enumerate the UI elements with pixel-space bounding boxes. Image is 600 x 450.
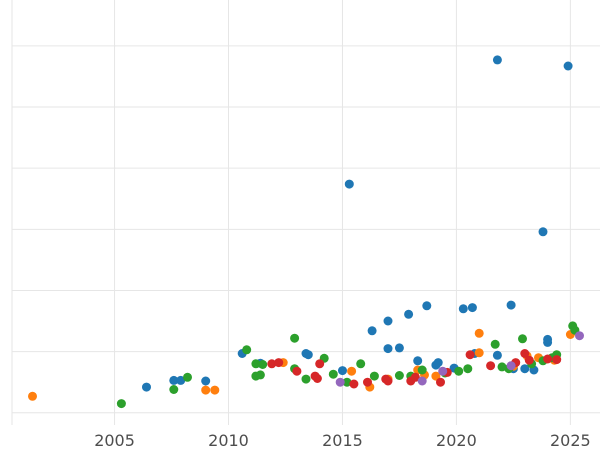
data-point [267, 359, 277, 369]
data-point [458, 304, 468, 314]
data-point [394, 343, 404, 353]
data-point [255, 370, 265, 380]
data-point [369, 371, 379, 381]
series-5 [335, 331, 584, 387]
data-point [506, 300, 516, 310]
data-point [292, 366, 302, 376]
data-point [342, 377, 352, 387]
data-point [497, 362, 507, 372]
data-point [438, 366, 448, 376]
data-point [274, 358, 284, 368]
data-point [492, 350, 502, 360]
data-point [433, 358, 443, 368]
data-point [486, 361, 496, 371]
data-point [543, 354, 553, 364]
data-point [524, 355, 534, 365]
data-point [552, 355, 562, 365]
grid [11, 0, 600, 425]
data-point [176, 375, 186, 385]
data-point [301, 374, 311, 384]
data-point [465, 350, 475, 360]
data-point [183, 372, 192, 382]
data-point [413, 356, 423, 366]
data-point [520, 364, 530, 374]
series-4 [267, 349, 562, 389]
data-point [356, 359, 366, 369]
data-point [474, 348, 484, 358]
x-tick-label: 2025 [550, 431, 591, 450]
data-point [349, 379, 359, 389]
data-point [383, 376, 393, 386]
data-point [335, 377, 345, 387]
data-point [315, 359, 325, 369]
data-point [258, 360, 268, 369]
data-point [201, 385, 211, 395]
data-point [506, 361, 516, 371]
x-tick-label: 2015 [322, 431, 363, 450]
data-point [575, 331, 584, 341]
x-tick-label: 2005 [94, 431, 135, 450]
x-tick-label: 2020 [436, 431, 477, 450]
data-point [463, 364, 473, 374]
data-point [328, 369, 338, 379]
data-point [543, 334, 553, 344]
data-point [454, 366, 464, 376]
data-point [467, 303, 477, 313]
data-point [210, 385, 220, 395]
data-point [518, 334, 527, 344]
data-point [312, 374, 322, 383]
series-1 [142, 55, 573, 392]
data-point [538, 227, 548, 237]
data-point [169, 385, 179, 394]
data-point [383, 344, 393, 354]
data-point [417, 376, 427, 386]
data-point [290, 333, 300, 343]
data-point [28, 391, 37, 401]
x-tick-label: 2010 [208, 431, 249, 450]
data-point [417, 365, 427, 375]
data-point [363, 377, 372, 387]
data-point [201, 376, 211, 386]
data-point [338, 366, 347, 376]
data-point [436, 377, 445, 387]
data-points [28, 55, 584, 409]
data-point [410, 372, 420, 382]
data-point [116, 399, 126, 409]
data-point [394, 371, 404, 380]
data-point [367, 326, 377, 336]
data-point [242, 345, 252, 355]
data-point [169, 375, 179, 385]
data-point [303, 350, 313, 360]
data-point [474, 328, 484, 338]
data-point [404, 309, 414, 319]
data-point [142, 382, 151, 392]
data-point [520, 349, 530, 358]
data-point [422, 301, 432, 311]
data-point [563, 61, 573, 71]
data-point [251, 359, 261, 369]
data-point [490, 339, 500, 349]
data-point [344, 179, 354, 189]
data-point [492, 55, 502, 65]
data-point [431, 371, 441, 381]
data-point [347, 366, 357, 376]
data-point [383, 316, 393, 326]
x-axis-ticks: 2005 2010 2015 2020 2025 [94, 431, 591, 450]
